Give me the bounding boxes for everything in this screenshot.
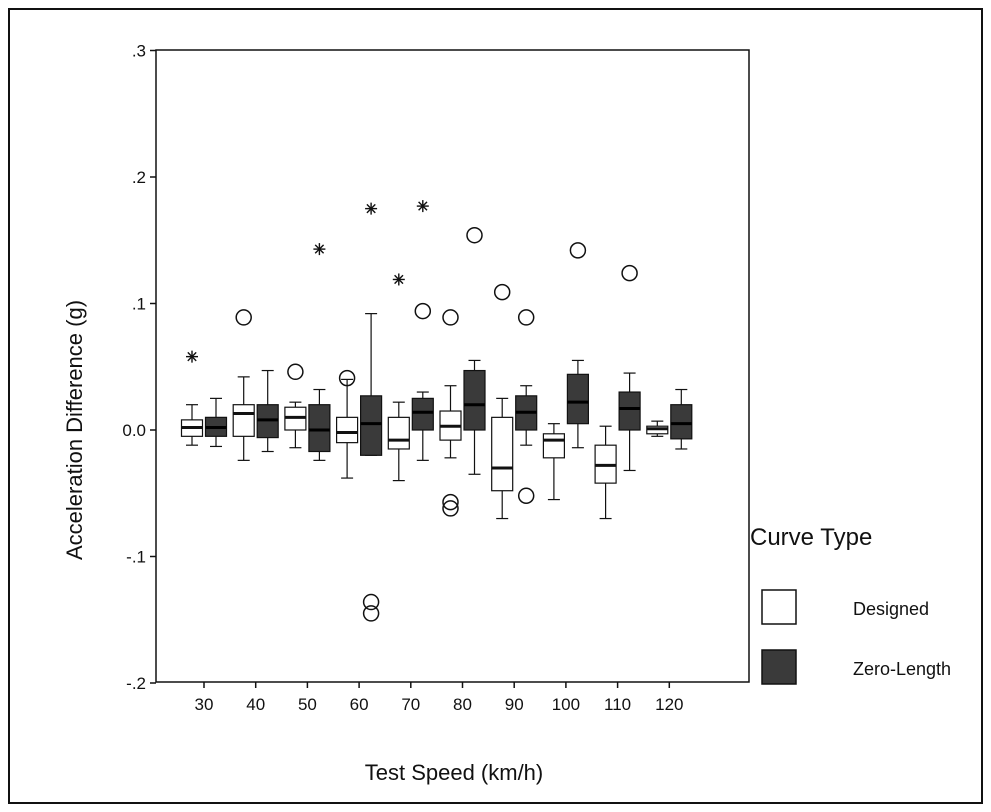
box-zero-length-110 xyxy=(618,372,641,472)
extreme-point xyxy=(186,350,198,363)
box-body xyxy=(542,433,566,459)
x-tick-label: 70 xyxy=(401,695,420,714)
asterisk-stroke xyxy=(418,201,428,211)
box-body xyxy=(232,404,255,437)
box-designed-30 xyxy=(180,404,204,446)
box-designed-80 xyxy=(439,385,462,459)
outlier-point xyxy=(414,302,432,320)
plot-frame xyxy=(155,49,750,683)
legend-label-designed: Designed xyxy=(853,599,929,619)
extreme-point xyxy=(392,273,405,286)
asterisk-stroke xyxy=(366,203,376,214)
y-tick-label: .3 xyxy=(132,42,146,61)
x-tick-label: 30 xyxy=(195,695,214,714)
box-marks xyxy=(180,200,693,622)
legend: Curve Type Designed Zero-Length xyxy=(750,524,951,685)
box-body xyxy=(566,373,590,425)
box-zero-length-30 xyxy=(204,397,228,448)
box-designed-120 xyxy=(646,420,669,437)
box-zero-length-50 xyxy=(308,388,331,461)
box-body xyxy=(387,416,410,450)
outlier-point xyxy=(338,369,356,387)
outlier-point xyxy=(362,593,380,611)
y-tick-label: -.2 xyxy=(126,674,146,693)
box-zero-length-80 xyxy=(463,359,486,475)
outlier-point xyxy=(442,500,459,517)
legend-swatch-zero-length xyxy=(761,649,797,685)
figure-frame xyxy=(8,8,983,804)
legend-swatch-designed xyxy=(761,589,797,625)
outlier-point xyxy=(442,309,459,326)
box-body xyxy=(336,416,359,444)
x-tick-label: 60 xyxy=(350,695,369,714)
y-tick-label: .1 xyxy=(132,295,146,314)
box-body xyxy=(618,391,641,431)
outlier-point xyxy=(235,309,252,326)
y-axis: .3 .2 .1 0.0 -.1 -.2 xyxy=(122,42,156,693)
box-body xyxy=(491,416,514,492)
plot-area xyxy=(155,49,750,683)
x-tick-label: 110 xyxy=(604,695,631,714)
box-zero-length-100 xyxy=(566,359,590,449)
box-zero-length-40 xyxy=(256,369,279,453)
box-zero-length-120 xyxy=(670,388,693,450)
outlier-point xyxy=(517,309,535,326)
legend-label-zero-length: Zero-Length xyxy=(853,659,951,679)
x-axis-label: Test Speed (km/h) xyxy=(365,760,544,785)
box-designed-110 xyxy=(594,425,617,520)
outlier-point xyxy=(466,226,483,244)
outlier-point xyxy=(621,264,638,282)
x-tick-label: 90 xyxy=(505,695,524,714)
outlier-point xyxy=(362,605,380,622)
extreme-point xyxy=(416,200,429,213)
box-body xyxy=(308,404,331,453)
x-tick-label: 40 xyxy=(246,695,265,714)
x-tick-label: 50 xyxy=(298,695,317,714)
box-designed-100 xyxy=(542,423,566,501)
box-designed-70 xyxy=(387,401,410,482)
box-designed-60 xyxy=(336,378,359,479)
asterisk-stroke xyxy=(187,351,197,362)
box-designed-90 xyxy=(491,397,514,520)
box-designed-40 xyxy=(232,376,255,461)
extreme-point xyxy=(365,202,378,215)
asterisk-stroke xyxy=(394,274,404,285)
x-axis: 30 40 50 60 70 80 90 100 110 120 xyxy=(195,682,683,714)
y-tick-label: -.1 xyxy=(126,548,146,567)
legend-title: Curve Type xyxy=(750,524,872,551)
x-tick-label: 80 xyxy=(453,695,472,714)
asterisk-stroke xyxy=(314,244,325,254)
outlier-point xyxy=(517,487,535,505)
extreme-point xyxy=(313,243,326,256)
outlier-point xyxy=(569,242,587,259)
box-body xyxy=(463,369,486,431)
box-body xyxy=(670,404,693,440)
outlier-point xyxy=(287,363,304,381)
box-designed-50 xyxy=(284,401,307,449)
x-tick-label: 100 xyxy=(552,695,580,714)
box-zero-length-90 xyxy=(515,385,538,446)
box-body xyxy=(360,395,383,456)
y-axis-label: Acceleration Difference (g) xyxy=(62,300,87,560)
outlier-point xyxy=(493,283,511,301)
x-tick-label: 120 xyxy=(655,695,683,714)
y-tick-label: .2 xyxy=(132,168,146,187)
box-zero-length-60 xyxy=(360,313,383,456)
box-zero-length-70 xyxy=(411,391,434,461)
y-tick-label: 0.0 xyxy=(122,421,146,440)
box-body xyxy=(411,397,434,431)
outlier-point xyxy=(442,493,459,511)
